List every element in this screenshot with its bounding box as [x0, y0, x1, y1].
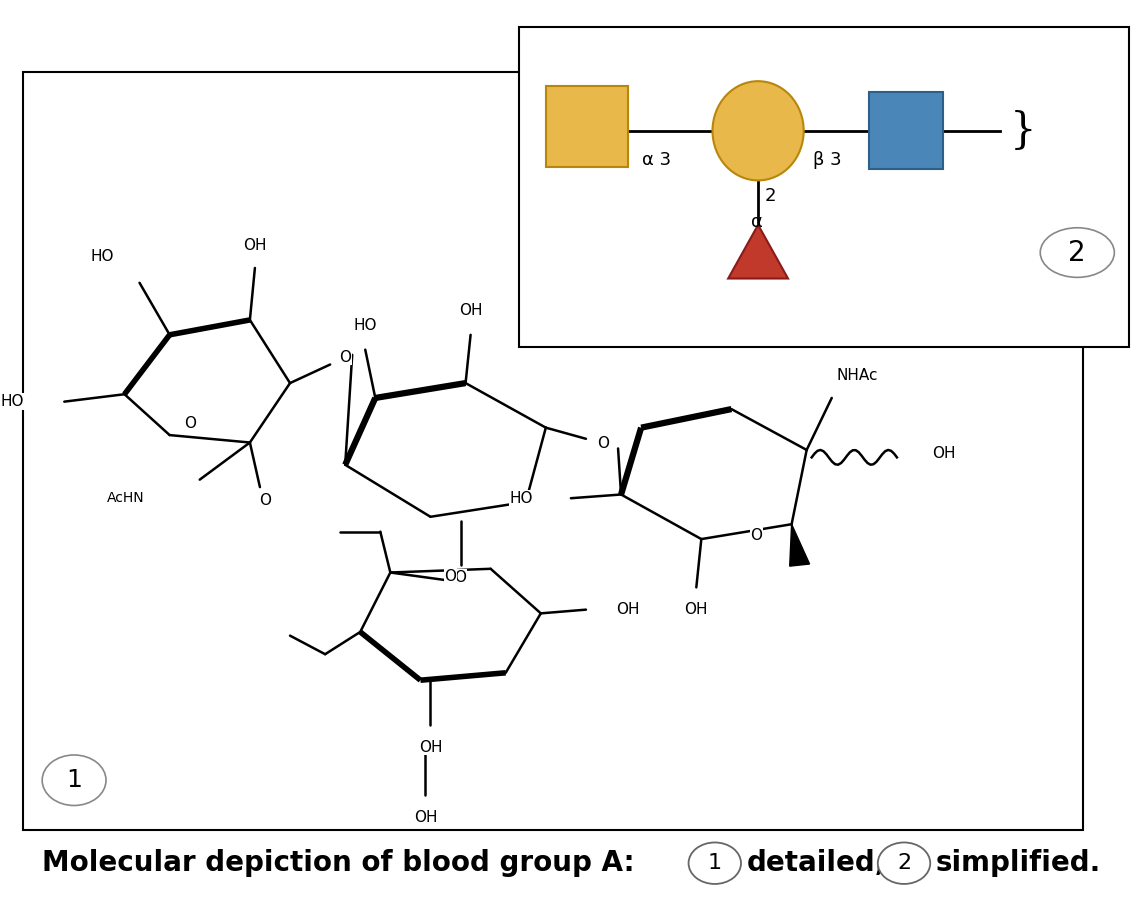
Text: HO: HO: [1, 394, 24, 410]
Text: OH: OH: [684, 603, 708, 617]
FancyBboxPatch shape: [546, 86, 628, 167]
Circle shape: [878, 842, 930, 884]
Text: OH: OH: [414, 810, 438, 825]
Text: O: O: [259, 493, 271, 508]
Text: detailed,: detailed,: [747, 849, 886, 878]
FancyBboxPatch shape: [23, 72, 1083, 830]
Text: OH: OH: [458, 303, 482, 318]
Text: OH: OH: [616, 603, 640, 617]
Text: AcHN: AcHN: [107, 492, 145, 505]
Text: O: O: [184, 417, 196, 431]
Text: 2: 2: [1068, 238, 1086, 267]
Ellipse shape: [1040, 228, 1114, 278]
Text: OH: OH: [243, 238, 267, 253]
Text: HO: HO: [353, 318, 377, 333]
Circle shape: [689, 842, 741, 884]
FancyBboxPatch shape: [519, 27, 1129, 347]
Text: O: O: [340, 350, 351, 364]
Text: β 3: β 3: [813, 151, 841, 169]
Text: O: O: [750, 528, 763, 543]
Text: HO: HO: [91, 249, 114, 264]
Text: O: O: [455, 570, 466, 585]
Text: 2: 2: [897, 853, 911, 873]
Text: 1: 1: [66, 769, 82, 792]
Text: Molecular depiction of blood group A:: Molecular depiction of blood group A:: [42, 849, 635, 878]
FancyBboxPatch shape: [870, 93, 944, 170]
Text: OH: OH: [933, 446, 955, 461]
Ellipse shape: [712, 81, 804, 180]
Text: NHAc: NHAc: [836, 368, 878, 383]
Text: 2: 2: [765, 187, 776, 205]
Polygon shape: [728, 225, 788, 279]
Text: O: O: [597, 437, 609, 452]
Text: simplified.: simplified.: [936, 849, 1101, 878]
Text: OH: OH: [418, 740, 442, 755]
Text: α: α: [751, 213, 763, 231]
Text: }: }: [1010, 110, 1036, 152]
Text: α 3: α 3: [642, 151, 671, 169]
Circle shape: [42, 755, 106, 805]
Text: O: O: [445, 569, 456, 584]
Text: 1: 1: [708, 853, 722, 873]
Text: HO: HO: [510, 491, 532, 506]
Polygon shape: [790, 524, 809, 566]
